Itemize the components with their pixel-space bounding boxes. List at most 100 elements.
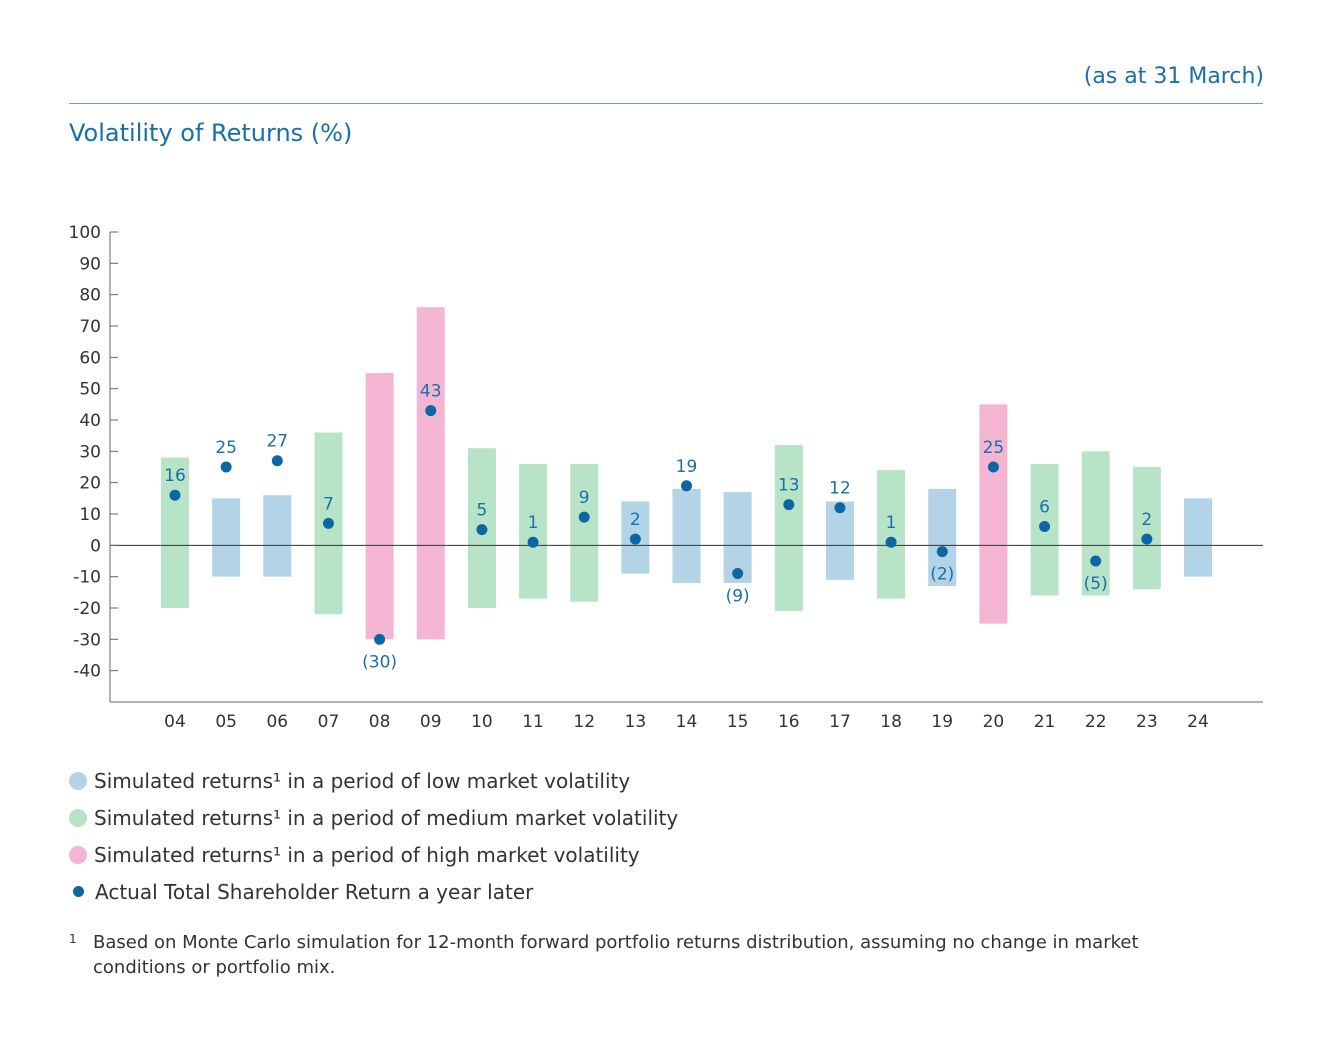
- y-tick-label: 40: [79, 411, 101, 431]
- actual-return-label-15: (9): [726, 587, 750, 607]
- y-tick-label: 70: [79, 317, 101, 337]
- header-divider: [69, 103, 1263, 104]
- y-tick-label: -20: [73, 599, 101, 619]
- x-tick-label: 23: [1136, 712, 1158, 732]
- actual-return-label-17: 12: [829, 479, 851, 499]
- x-tick-label: 08: [369, 712, 391, 732]
- actual-return-label-05: 25: [215, 438, 237, 458]
- actual-return-label-20: 25: [983, 438, 1005, 458]
- legend-label-low: Simulated returns¹ in a period of low ma…: [94, 768, 631, 793]
- actual-return-label-16: 13: [778, 476, 800, 496]
- x-tick-label: 07: [318, 712, 340, 732]
- legend-label-actual: Actual Total Shareholder Return a year l…: [95, 879, 534, 904]
- range-bar-18: [877, 470, 906, 599]
- actual-return-dot-19: [936, 546, 948, 558]
- actual-return-label-21: 6: [1039, 498, 1050, 518]
- y-tick-label: -30: [73, 630, 101, 650]
- actual-return-label-11: 1: [528, 513, 539, 533]
- x-tick-label: 19: [931, 712, 953, 732]
- y-tick-label: 10: [79, 505, 101, 525]
- range-bar-09: [416, 307, 445, 640]
- x-tick-label: 10: [471, 712, 493, 732]
- range-bar-16: [774, 445, 803, 612]
- actual-return-dot-07: [322, 517, 334, 529]
- footnote-text: Based on Monte Carlo simulation for 12-m…: [93, 932, 1139, 978]
- legend-item-medium: Simulated returns¹ in a period of medium…: [69, 799, 678, 836]
- x-tick-label: 12: [573, 712, 595, 732]
- range-bar-04: [161, 457, 189, 608]
- y-tick-label: 50: [79, 380, 101, 400]
- actual-return-label-07: 7: [323, 494, 334, 514]
- x-tick-label: 09: [420, 712, 442, 732]
- x-tick-label: 16: [778, 712, 800, 732]
- range-bar-11: [519, 463, 548, 599]
- actual-return-dot-21: [1039, 521, 1051, 533]
- legend-item-actual: Actual Total Shareholder Return a year l…: [69, 873, 678, 910]
- actual-return-label-04: 16: [164, 466, 186, 486]
- legend-swatch-low: [69, 771, 87, 790]
- range-bar-22: [1081, 451, 1110, 596]
- x-tick-label: 14: [676, 712, 698, 732]
- y-tick-label: 100: [69, 223, 101, 243]
- actual-return-label-06: 27: [266, 432, 288, 452]
- range-bar-24: [1184, 498, 1212, 577]
- range-bar-14: [672, 488, 701, 583]
- actual-return-dot-10: [476, 524, 488, 536]
- x-tick-label: 05: [215, 712, 237, 732]
- y-tick-label: 80: [79, 286, 101, 306]
- legend-swatch-medium: [69, 808, 87, 827]
- actual-return-label-23: 2: [1141, 510, 1152, 530]
- legend-swatch-actual: [73, 886, 84, 897]
- x-tick-label: 17: [829, 712, 851, 732]
- x-tick-label: 15: [727, 712, 749, 732]
- actual-return-label-12: 9: [579, 488, 590, 508]
- x-tick-label: 13: [625, 712, 647, 732]
- actual-return-label-13: 2: [630, 510, 641, 530]
- chart-legend: Simulated returns¹ in a period of low ma…: [69, 762, 678, 910]
- actual-return-label-09: 43: [420, 382, 442, 402]
- actual-return-dot-05: [220, 461, 232, 473]
- actual-return-dot-16: [783, 499, 795, 511]
- footnote: 1 Based on Monte Carlo simulation for 12…: [69, 930, 1169, 980]
- actual-return-dot-20: [987, 461, 999, 473]
- actual-return-label-22: (5): [1084, 574, 1108, 594]
- actual-return-dot-08: [374, 633, 386, 645]
- actual-return-label-10: 5: [476, 501, 487, 521]
- range-bar-17: [825, 501, 854, 580]
- actual-return-dot-23: [1141, 533, 1153, 545]
- range-bar-19: [928, 488, 957, 587]
- actual-return-dot-18: [885, 536, 897, 548]
- actual-return-dot-09: [425, 405, 437, 417]
- x-tick-label: 22: [1085, 712, 1107, 732]
- range-bar-08: [365, 373, 394, 640]
- legend-item-high: Simulated returns¹ in a period of high m…: [69, 836, 678, 873]
- y-tick-label: 20: [79, 474, 101, 494]
- actual-return-dot-14: [681, 480, 692, 492]
- y-tick-label: -40: [73, 662, 101, 682]
- legend-item-low: Simulated returns¹ in a period of low ma…: [69, 762, 678, 799]
- actual-return-dot-13: [629, 533, 641, 545]
- y-tick-label: 60: [79, 348, 101, 368]
- x-tick-label: 04: [164, 712, 186, 732]
- actual-return-dot-11: [527, 536, 539, 548]
- chart-title: Volatility of Returns (%): [69, 119, 353, 147]
- range-bar-05: [212, 498, 241, 577]
- y-tick-label: 0: [90, 536, 101, 556]
- as-at-note: (as at 31 March): [1083, 64, 1264, 89]
- actual-return-dot-04: [169, 489, 181, 501]
- legend-label-medium: Simulated returns¹ in a period of medium…: [94, 805, 679, 830]
- actual-return-label-08: (30): [362, 652, 397, 672]
- footnote-mark: 1: [69, 932, 77, 946]
- range-bar-20: [979, 404, 1008, 624]
- legend-swatch-high: [69, 845, 87, 864]
- x-tick-label: 18: [880, 712, 902, 732]
- x-tick-label: 11: [522, 712, 544, 732]
- legend-label-high: Simulated returns¹ in a period of high m…: [94, 842, 640, 867]
- actual-return-dot-22: [1090, 555, 1102, 567]
- x-tick-label: 21: [1034, 712, 1056, 732]
- actual-return-dot-15: [732, 568, 744, 580]
- actual-return-dot-06: [271, 455, 283, 467]
- range-bar-06: [263, 495, 292, 577]
- y-tick-label: 30: [79, 442, 101, 462]
